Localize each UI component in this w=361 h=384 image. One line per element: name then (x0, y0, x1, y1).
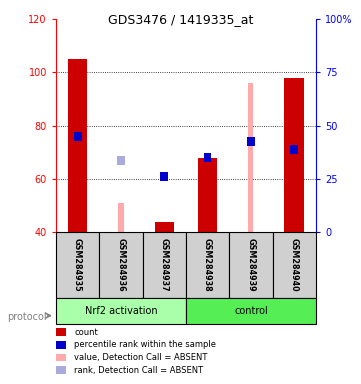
Text: GSM284940: GSM284940 (290, 238, 299, 292)
Text: GDS3476 / 1419335_at: GDS3476 / 1419335_at (108, 13, 253, 26)
Bar (247, 137, 255, 146)
Bar (284, 78, 304, 232)
Text: protocol: protocol (7, 312, 47, 322)
Bar (160, 172, 168, 181)
Bar (143, 232, 186, 298)
Text: rank, Detection Call = ABSENT: rank, Detection Call = ABSENT (74, 366, 203, 375)
Bar (290, 145, 298, 154)
Bar (248, 83, 253, 232)
Text: control: control (234, 306, 268, 316)
Bar (247, 137, 255, 146)
Bar (198, 158, 217, 232)
Bar (229, 232, 273, 298)
Text: Nrf2 activation: Nrf2 activation (84, 306, 157, 316)
Bar (186, 298, 316, 324)
Text: GSM284939: GSM284939 (247, 238, 255, 292)
Bar (74, 132, 82, 141)
Text: GSM284936: GSM284936 (117, 238, 125, 292)
Bar (56, 298, 186, 324)
Text: value, Detection Call = ABSENT: value, Detection Call = ABSENT (74, 353, 207, 362)
Text: count: count (74, 328, 98, 337)
Bar (155, 222, 174, 232)
Bar (273, 232, 316, 298)
Text: GSM284937: GSM284937 (160, 238, 169, 292)
Bar (204, 153, 212, 162)
Bar (99, 232, 143, 298)
Bar (118, 203, 123, 232)
Bar (117, 156, 125, 165)
Text: percentile rank within the sample: percentile rank within the sample (74, 340, 216, 349)
Text: GSM284938: GSM284938 (203, 238, 212, 292)
Bar (186, 232, 229, 298)
Bar (56, 232, 99, 298)
Text: GSM284935: GSM284935 (73, 238, 82, 292)
Bar (68, 59, 87, 232)
